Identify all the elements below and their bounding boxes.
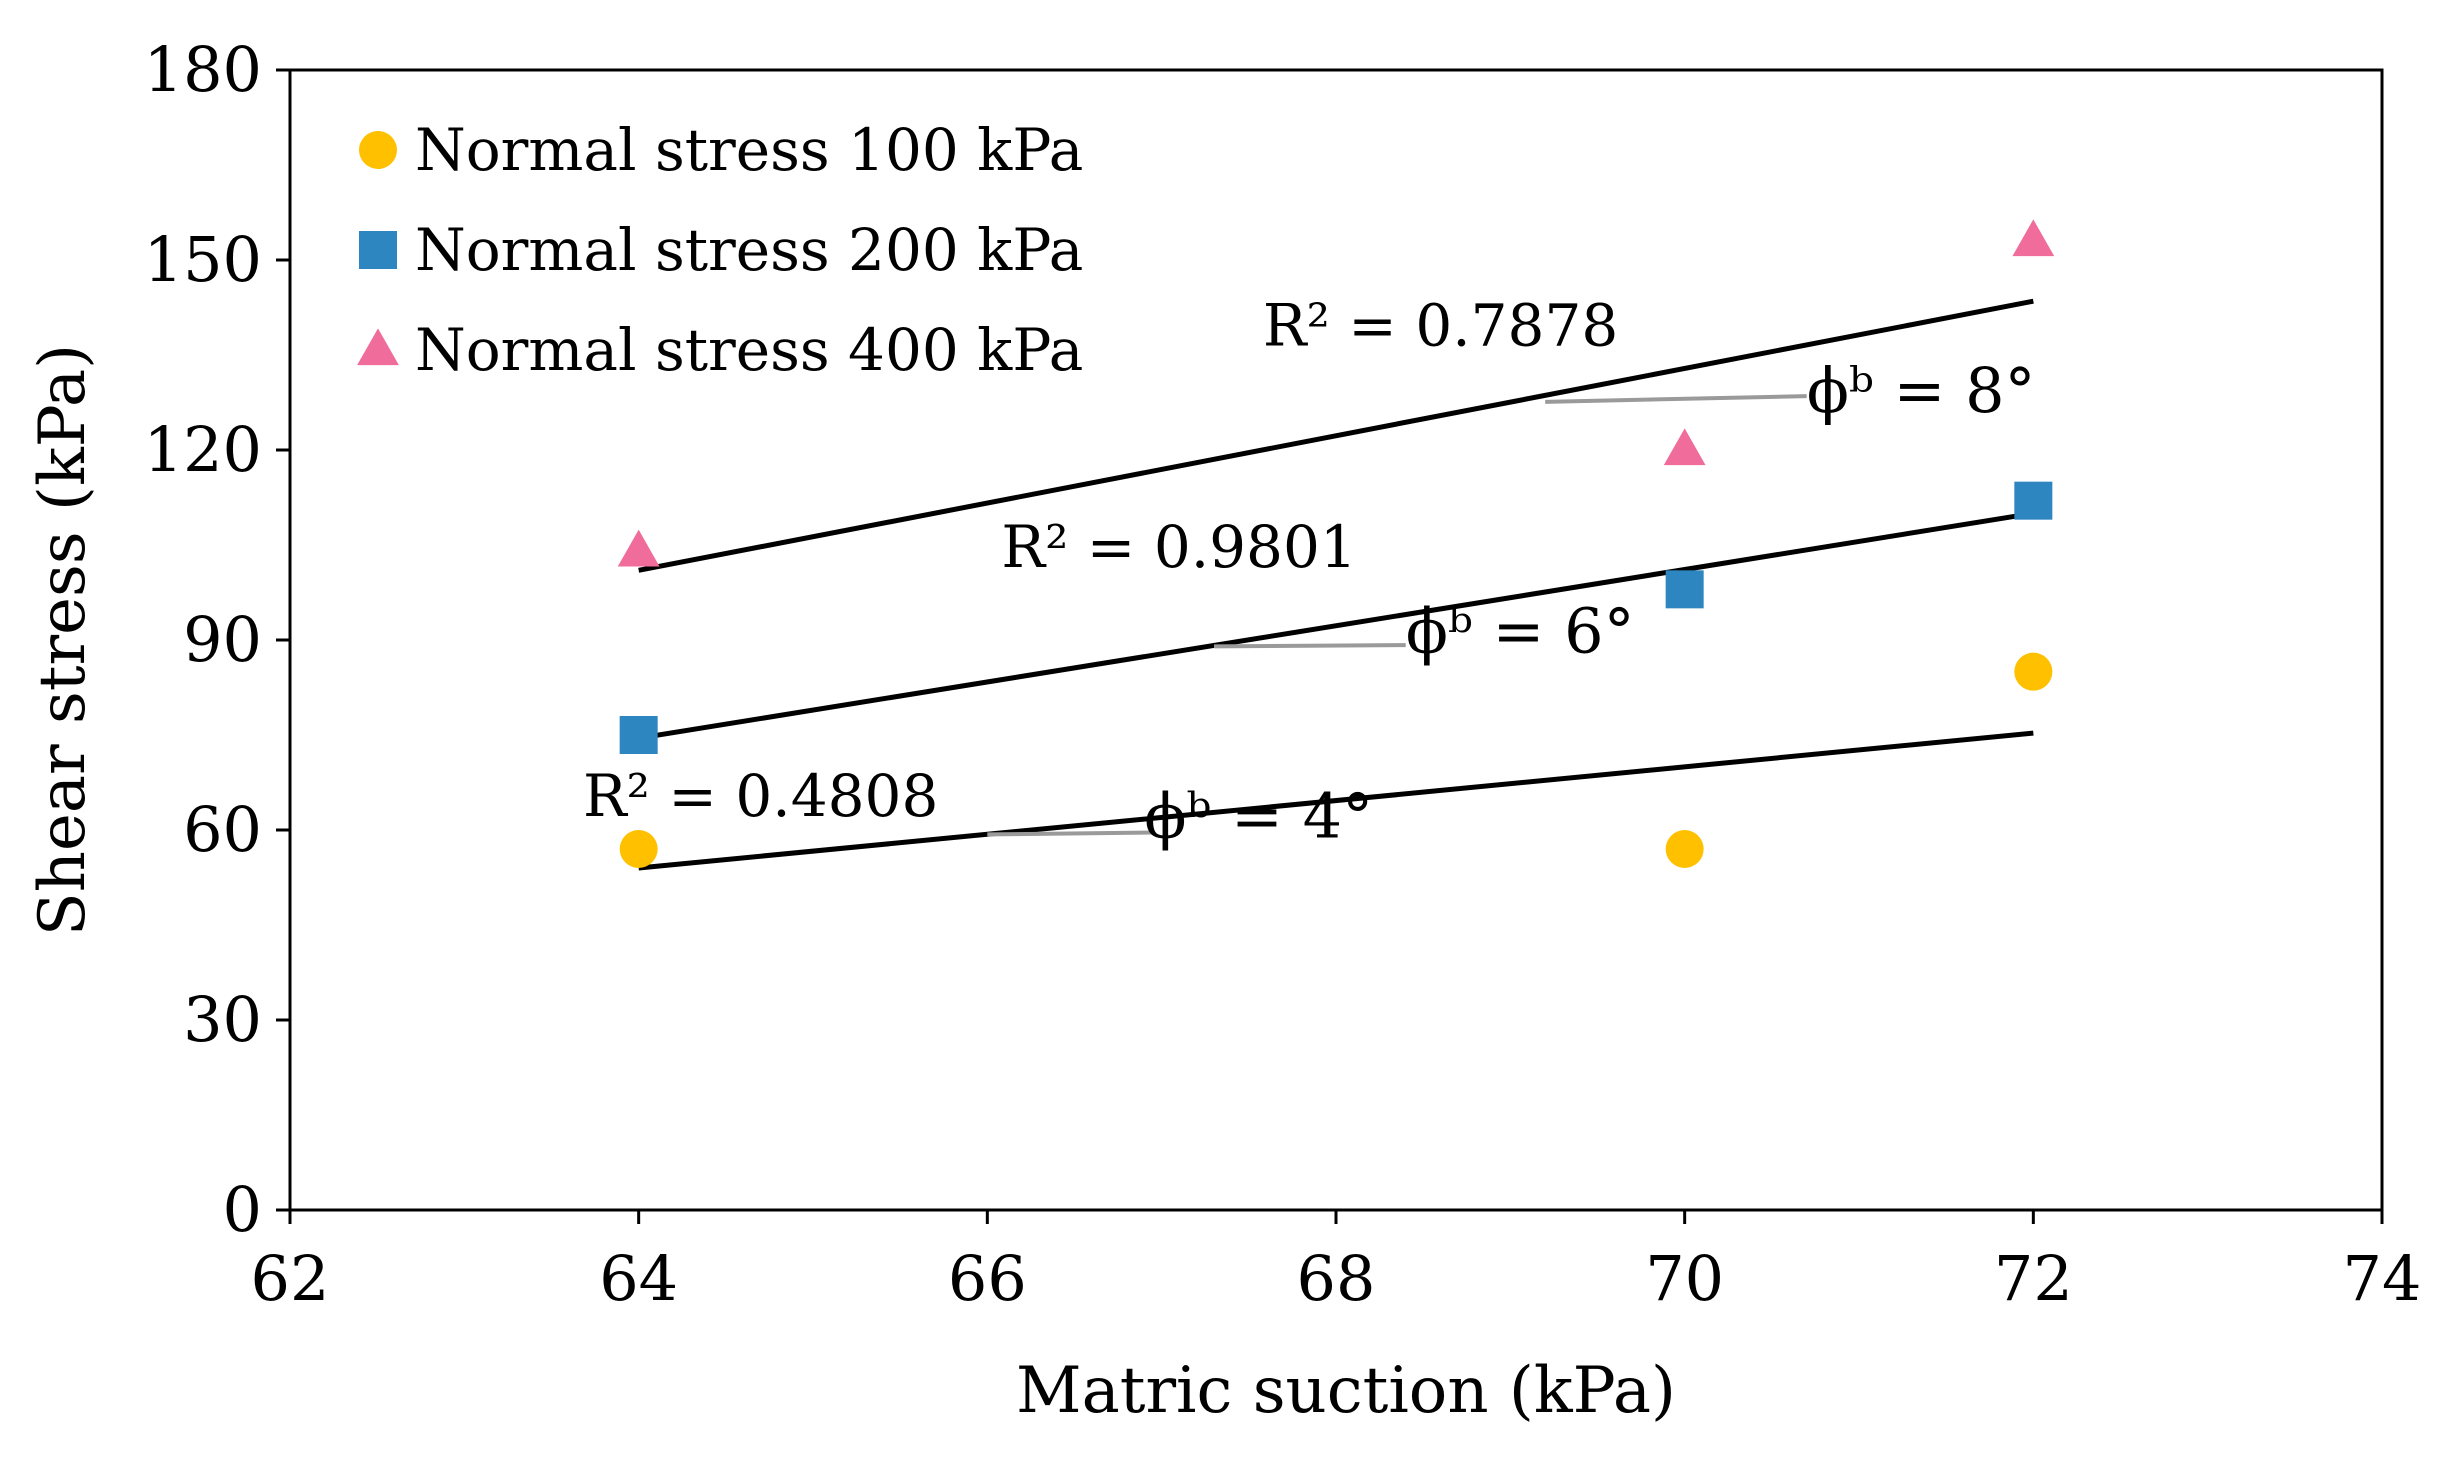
y-tick-label: 120	[144, 413, 262, 486]
data-point-square	[619, 716, 658, 754]
r-squared-label: R² = 0.4808	[583, 762, 938, 830]
y-axis-ticks: 0 30 60 90 120 150 180	[144, 33, 290, 1246]
y-axis-title: Shear stress (kPa)	[26, 344, 100, 936]
phi-b-label: ϕᵇ = 8°	[1807, 354, 2036, 427]
data-point-circle	[1665, 830, 1704, 868]
annotation-leader-line	[987, 830, 1153, 837]
annotation-leader-line	[1213, 643, 1406, 649]
data-point-triangle	[1663, 428, 1706, 466]
y-tick-label: 30	[183, 983, 262, 1056]
data-point-circle	[2014, 652, 2053, 691]
data-point-triangle	[617, 529, 660, 567]
data-point-triangle	[2012, 219, 2055, 257]
x-tick-label: 68	[1297, 1242, 1376, 1315]
trendline	[638, 730, 2034, 871]
y-tick-label: 90	[183, 603, 262, 676]
annotations: R² = 0.4808 ϕᵇ = 4° R² = 0.9801 ϕᵇ = 6° R² =…	[583, 292, 2036, 853]
y-tick-label: 60	[183, 793, 262, 866]
x-tick-label: 62	[251, 1242, 330, 1315]
x-tick-label: 72	[1994, 1242, 2073, 1315]
legend-marker-square	[359, 231, 397, 269]
phi-b-label: ϕᵇ = 4°	[1144, 780, 1373, 853]
data-point-square	[2014, 481, 2053, 520]
phi-b-label: ϕᵇ = 6°	[1406, 595, 1635, 668]
legend-marker-triangle	[357, 328, 399, 366]
y-tick-label: 150	[144, 223, 262, 296]
annotation-leader-lines	[987, 394, 1807, 837]
y-tick-label: 0	[223, 1173, 262, 1246]
x-axis-title: Matric suction (kPa)	[1016, 1354, 1676, 1428]
legend-label: Normal stress 400 kPa	[415, 316, 1083, 384]
x-tick-label: 74	[2343, 1242, 2422, 1315]
r-squared-label: R² = 0.7878	[1263, 292, 1618, 360]
data-point-square	[1665, 570, 1704, 609]
y-tick-label: 180	[144, 33, 262, 106]
x-axis-ticks: 62 64 66 68 70 72 74	[251, 1210, 2422, 1315]
legend-label: Normal stress 200 kPa	[415, 216, 1083, 284]
annotation-leader-line	[1545, 394, 1807, 404]
trendlines	[638, 298, 2034, 871]
data-points	[617, 219, 2055, 868]
x-tick-label: 66	[948, 1242, 1027, 1315]
trendline	[638, 298, 2034, 573]
trendline	[638, 510, 2034, 741]
data-point-circle	[619, 830, 658, 868]
legend: Normal stress 100 kPa Normal stress 200 k…	[357, 116, 1083, 384]
r-squared-label: R² = 0.9801	[1001, 513, 1356, 581]
x-tick-label: 64	[599, 1242, 678, 1315]
legend-label: Normal stress 100 kPa	[415, 116, 1083, 184]
x-tick-label: 70	[1645, 1242, 1724, 1315]
legend-marker-circle	[359, 131, 397, 169]
